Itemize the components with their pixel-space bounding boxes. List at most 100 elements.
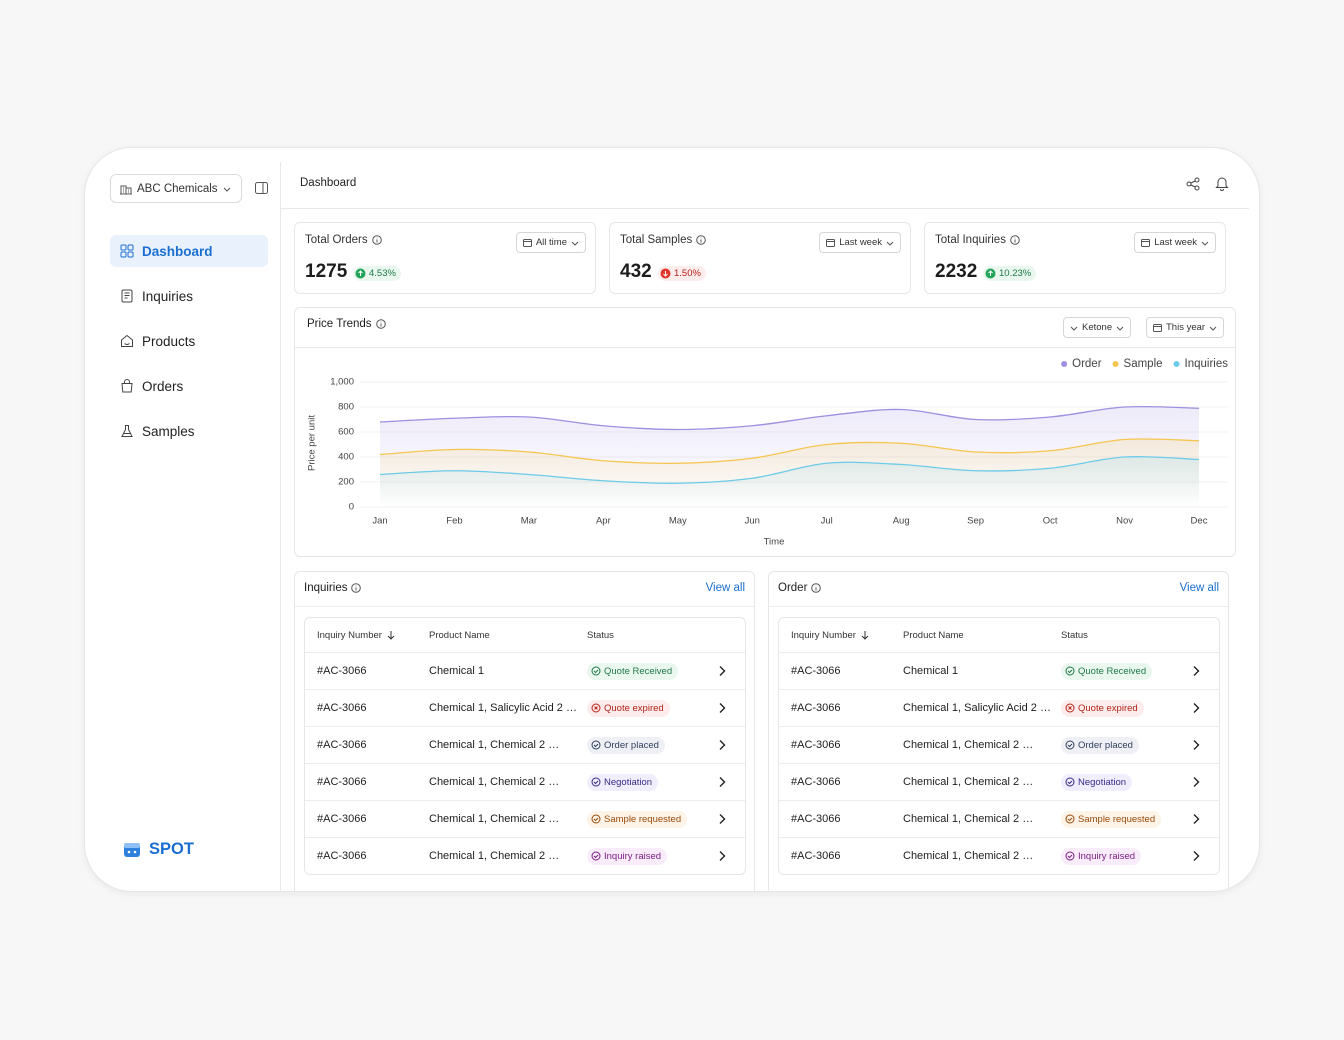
chevron-right: [1193, 814, 1200, 824]
info-icon: [1010, 235, 1020, 245]
table-row[interactable]: #AC-3066 Chemical 1, Chemical 2 … Negotiat…: [305, 763, 745, 800]
legend-label: Inquiries: [1185, 358, 1229, 370]
calendar-icon: [522, 239, 532, 247]
status-badge: Negotiation: [587, 773, 659, 791]
chevron-down: [223, 187, 230, 192]
table-row[interactable]: #AC-3066 Chemical 1, Chemical 2 … Inquiry …: [779, 837, 1219, 874]
x-tick-label: Feb: [446, 516, 462, 527]
inquiry-number: #AC-3066: [791, 850, 841, 862]
status-text: Order placed: [1078, 739, 1133, 751]
product-name: Chemical 1, Salicylic Acid 2 …: [429, 702, 577, 714]
x-tick-label: May: [669, 516, 687, 527]
nav-icon: [120, 244, 134, 258]
down-icon: [660, 268, 671, 279]
product-name: Chemical 1, Chemical 2 …: [903, 813, 1034, 825]
status-text: Sample requested: [604, 813, 682, 825]
chevron-down: [571, 241, 579, 246]
column-header: Status: [1061, 618, 1088, 652]
nav-label: Orders: [142, 378, 184, 394]
column-header[interactable]: Inquiry Number: [317, 618, 396, 652]
status-icon: [591, 740, 601, 750]
table-row[interactable]: #AC-3066 Chemical 1 Quote Received: [779, 652, 1219, 689]
status-icon: [591, 851, 601, 861]
legend-label: Order: [1072, 358, 1102, 370]
stat-card: Total Inquiries Last week 2232 10.23%: [924, 222, 1226, 294]
y-tick-label: 1,000: [330, 377, 354, 388]
filter-text: All time: [535, 237, 567, 248]
table-title-text: Inquiries: [304, 582, 348, 594]
filter-button[interactable]: All time: [515, 232, 586, 253]
stat-label-text: Total Samples: [620, 234, 693, 246]
table-cell: Chemical 1, Chemical 2 …: [429, 727, 559, 763]
status-badge: Sample requested: [587, 810, 688, 828]
row-chevron: [1191, 727, 1201, 763]
nav-item[interactable]: Products: [110, 325, 268, 357]
nav-item[interactable]: Orders: [110, 370, 268, 402]
status-text: Inquiry raised: [1078, 850, 1136, 862]
inquiry-number: #AC-3066: [317, 665, 367, 677]
table-header: Inquiry Number Product Name Status: [305, 618, 745, 652]
filter-button[interactable]: Last week: [1134, 232, 1216, 253]
nav-icon: [121, 334, 133, 347]
status-badge: Order placed: [1061, 736, 1139, 754]
table-row[interactable]: #AC-3066 Chemical 1, Salicylic Acid 2 … Qu…: [305, 689, 745, 726]
info-icon: [351, 583, 362, 593]
table-row[interactable]: #AC-3066 Chemical 1, Chemical 2 … Inquiry …: [305, 837, 745, 874]
building-icon: [120, 185, 132, 194]
sidebar-toggle[interactable]: [255, 182, 268, 194]
sort-icon: [387, 631, 395, 640]
table-header: Inquiry Number Product Name Status: [779, 618, 1219, 652]
chevron-right: [1193, 777, 1200, 787]
nav-item[interactable]: Inquiries: [110, 280, 268, 312]
info-icon: [696, 235, 707, 245]
table-row[interactable]: #AC-3066 Chemical 1, Chemical 2 … Sample r…: [305, 800, 745, 837]
status-text: Inquiry raised: [604, 850, 662, 862]
nav-item[interactable]: Dashboard: [110, 235, 268, 267]
table-row[interactable]: #AC-3066 Chemical 1, Chemical 2 … Negotiat…: [779, 763, 1219, 800]
table-cell: Sample requested: [587, 801, 688, 837]
table-row[interactable]: #AC-3066 Chemical 1, Chemical 2 … Order pl…: [305, 726, 745, 763]
table-row[interactable]: #AC-3066 Chemical 1 Quote Received: [305, 652, 745, 689]
share-icon[interactable]: [1186, 177, 1200, 191]
chevron-right: [719, 777, 726, 787]
series-line: [379, 438, 1200, 464]
status-badge: Quote Received: [587, 662, 679, 680]
change-badge: 10.23%: [983, 266, 1037, 281]
column-title: Status: [587, 629, 614, 641]
table-cell: Chemical 1, Chemical 2 …: [903, 801, 1033, 837]
row-chevron: [717, 801, 727, 837]
table-cell: Chemical 1, Salicylic Acid 2 …: [903, 690, 1051, 726]
status-icon: [1065, 703, 1075, 713]
product-filter[interactable]: Ketone: [1063, 317, 1132, 338]
view-all-link[interactable]: View all: [705, 582, 745, 594]
change-text: 1.50%: [674, 268, 701, 279]
nav-item[interactable]: Samples: [110, 415, 268, 447]
table-cell: #AC-3066: [317, 764, 367, 800]
product-name: Chemical 1: [903, 665, 959, 677]
chart-header: Price Trends Ketone This year: [295, 308, 1235, 348]
table-cell: #AC-3066: [791, 801, 841, 837]
brand-name: SPOT: [149, 840, 194, 858]
table-cell: Chemical 1, Chemical 2 …: [903, 727, 1033, 763]
period-filter[interactable]: This year: [1146, 317, 1225, 338]
stat-card: Total Samples Last week 432 1.50%: [609, 222, 911, 294]
y-tick-label: 200: [338, 477, 354, 488]
status-text: Quote expired: [604, 702, 664, 714]
row-chevron: [717, 690, 727, 726]
bell-icon[interactable]: [1215, 176, 1229, 191]
y-axis-label: Price per unit: [307, 415, 318, 471]
inquiry-number: #AC-3066: [791, 665, 841, 677]
table-title-text: Order: [778, 582, 808, 594]
company-select[interactable]: ABC Chemicals: [110, 174, 242, 203]
column-title: Status: [1061, 629, 1088, 641]
table-row[interactable]: #AC-3066 Chemical 1, Chemical 2 … Sample r…: [779, 800, 1219, 837]
chevron-right: [719, 666, 726, 676]
table-cell: Chemical 1: [429, 653, 484, 689]
header-divider: [281, 208, 1249, 209]
column-header[interactable]: Inquiry Number: [791, 618, 870, 652]
table-row[interactable]: #AC-3066 Chemical 1, Salicylic Acid 2 … Qu…: [779, 689, 1219, 726]
table-row[interactable]: #AC-3066 Chemical 1, Chemical 2 … Order pl…: [779, 726, 1219, 763]
view-all-link[interactable]: View all: [1179, 582, 1219, 594]
info-icon: [371, 235, 382, 245]
filter-button[interactable]: Last week: [819, 232, 901, 253]
